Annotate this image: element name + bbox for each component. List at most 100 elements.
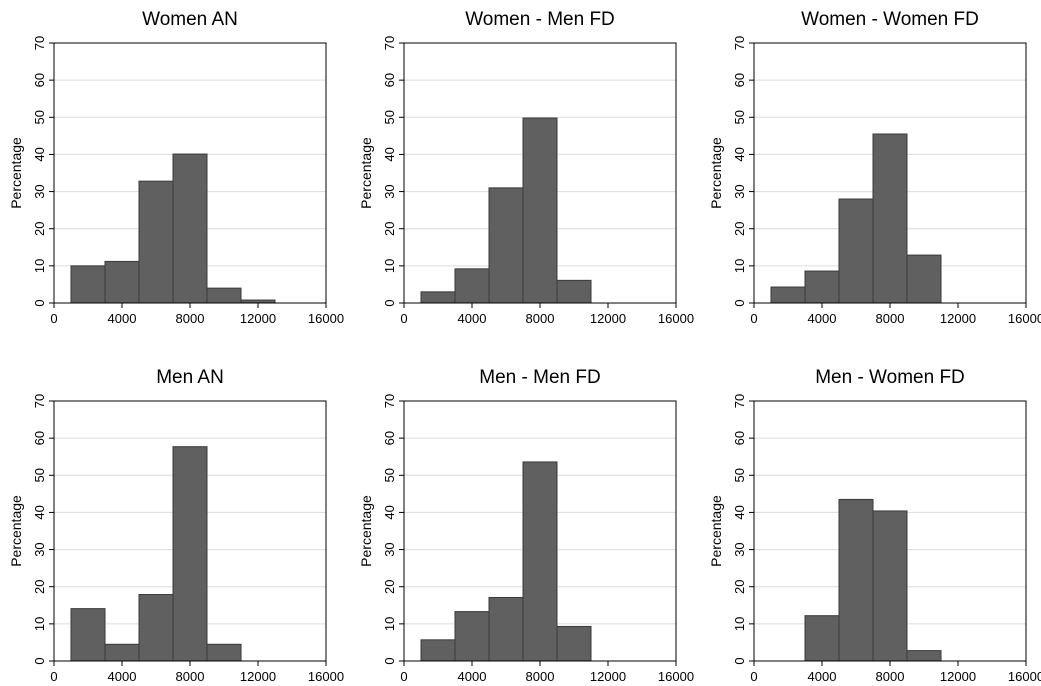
histogram-bar xyxy=(454,268,490,304)
x-tick-label: 0 xyxy=(750,669,757,684)
y-tick-label: 30 xyxy=(732,542,747,556)
panel-title: Men - Men FD xyxy=(479,367,600,388)
histogram-bar xyxy=(488,596,524,662)
y-tick-label: 40 xyxy=(732,147,747,161)
histogram-bar xyxy=(488,187,524,304)
x-tick-label: 4000 xyxy=(108,311,137,326)
histogram-bar xyxy=(206,287,242,304)
y-tick-label: 30 xyxy=(32,184,47,198)
y-tick-label: 60 xyxy=(732,73,747,87)
x-tick-label: 8000 xyxy=(876,311,905,326)
panel-title: Women - Women FD xyxy=(801,9,979,30)
histogram-panel: 0 10 20 30 40 50 60 70 0 4000 8000 12000 16000 Percen… xyxy=(8,9,344,326)
y-tick-label: 50 xyxy=(732,110,747,124)
x-tick-label: 4000 xyxy=(108,669,137,684)
y-tick-label: 40 xyxy=(382,147,397,161)
y-tick-label: 40 xyxy=(32,147,47,161)
y-tick-label: 20 xyxy=(32,579,47,593)
y-tick-label: 40 xyxy=(732,505,747,519)
histogram-bar xyxy=(104,260,140,304)
x-tick-label: 12000 xyxy=(240,311,276,326)
histogram-bar xyxy=(70,265,106,304)
y-tick-label: 60 xyxy=(382,431,397,445)
histogram-panel: 0 10 20 30 40 50 60 70 0 4000 8000 12000 16000 Percen… xyxy=(708,9,1041,326)
y-tick-label: 30 xyxy=(732,184,747,198)
x-tick-label: 4000 xyxy=(808,311,837,326)
y-tick-label: 40 xyxy=(32,505,47,519)
x-tick-label: 16000 xyxy=(308,669,344,684)
x-tick-label: 12000 xyxy=(940,311,976,326)
y-tick-label: 0 xyxy=(32,299,47,306)
y-axis-label: Percentage xyxy=(8,495,24,567)
y-tick-label: 30 xyxy=(382,184,397,198)
histogram-bar xyxy=(420,639,456,662)
x-tick-label: 0 xyxy=(400,669,407,684)
histogram-bar xyxy=(172,153,208,304)
x-tick-label: 12000 xyxy=(940,669,976,684)
histogram-bar xyxy=(70,608,106,662)
y-tick-label: 70 xyxy=(32,36,47,50)
x-tick-label: 4000 xyxy=(458,311,487,326)
histogram-bar xyxy=(138,180,174,304)
x-tick-label: 16000 xyxy=(658,311,694,326)
y-tick-label: 10 xyxy=(382,259,397,273)
x-tick-label: 0 xyxy=(750,311,757,326)
y-tick-label: 20 xyxy=(382,221,397,235)
histogram-bar xyxy=(906,254,942,304)
histogram-bar xyxy=(804,270,840,304)
x-tick-label: 4000 xyxy=(458,669,487,684)
x-tick-label: 16000 xyxy=(308,311,344,326)
y-tick-label: 10 xyxy=(732,617,747,631)
histogram-bar xyxy=(804,615,840,662)
histogram-bar xyxy=(138,594,174,662)
x-tick-label: 8000 xyxy=(176,311,205,326)
y-axis-label: Percentage xyxy=(358,495,374,567)
y-tick-label: 20 xyxy=(32,221,47,235)
y-tick-label: 0 xyxy=(382,657,397,664)
x-tick-label: 12000 xyxy=(590,311,626,326)
x-tick-label: 8000 xyxy=(526,669,555,684)
panel-title: Men - Women FD xyxy=(815,367,965,388)
x-tick-label: 16000 xyxy=(658,669,694,684)
y-axis-label: Percentage xyxy=(708,495,724,567)
y-tick-label: 70 xyxy=(32,394,47,408)
y-tick-label: 60 xyxy=(732,431,747,445)
panel-title: Women AN xyxy=(142,9,238,30)
y-axis-label: Percentage xyxy=(358,137,374,209)
panel-title: Women - Men FD xyxy=(465,9,615,30)
y-tick-label: 70 xyxy=(732,36,747,50)
x-tick-label: 8000 xyxy=(526,311,555,326)
histogram-bar xyxy=(556,279,592,304)
x-tick-label: 4000 xyxy=(808,669,837,684)
histogram-panel: 0 10 20 30 40 50 60 70 0 4000 8000 12000 16000 Percen… xyxy=(708,367,1041,684)
y-tick-label: 0 xyxy=(732,657,747,664)
histogram-bar xyxy=(838,198,874,304)
y-tick-label: 60 xyxy=(32,431,47,445)
y-tick-label: 60 xyxy=(32,73,47,87)
y-axis-label: Percentage xyxy=(8,137,24,209)
x-tick-label: 8000 xyxy=(876,669,905,684)
x-tick-label: 8000 xyxy=(176,669,205,684)
y-tick-label: 50 xyxy=(382,468,397,482)
histogram-panel: 0 10 20 30 40 50 60 70 0 4000 8000 12000 16000 Percen… xyxy=(358,367,694,684)
histogram-bar xyxy=(522,461,558,662)
y-tick-label: 50 xyxy=(32,110,47,124)
histogram-panel: 0 10 20 30 40 50 60 70 0 4000 8000 12000 16000 Percen… xyxy=(8,367,344,684)
histogram-bar xyxy=(838,498,874,662)
y-tick-label: 0 xyxy=(382,299,397,306)
y-tick-label: 70 xyxy=(732,394,747,408)
x-tick-label: 12000 xyxy=(590,669,626,684)
panel-title: Men AN xyxy=(156,367,224,388)
y-tick-label: 20 xyxy=(732,221,747,235)
histogram-bar xyxy=(556,625,592,662)
y-tick-label: 30 xyxy=(382,542,397,556)
y-tick-label: 20 xyxy=(732,579,747,593)
histogram-bar xyxy=(770,286,806,304)
x-tick-label: 0 xyxy=(50,669,57,684)
histogram-bar xyxy=(872,510,908,662)
histogram-bar xyxy=(906,650,942,662)
y-tick-label: 70 xyxy=(382,394,397,408)
x-tick-label: 16000 xyxy=(1008,311,1041,326)
y-tick-label: 30 xyxy=(32,542,47,556)
histogram-bar xyxy=(206,643,242,662)
